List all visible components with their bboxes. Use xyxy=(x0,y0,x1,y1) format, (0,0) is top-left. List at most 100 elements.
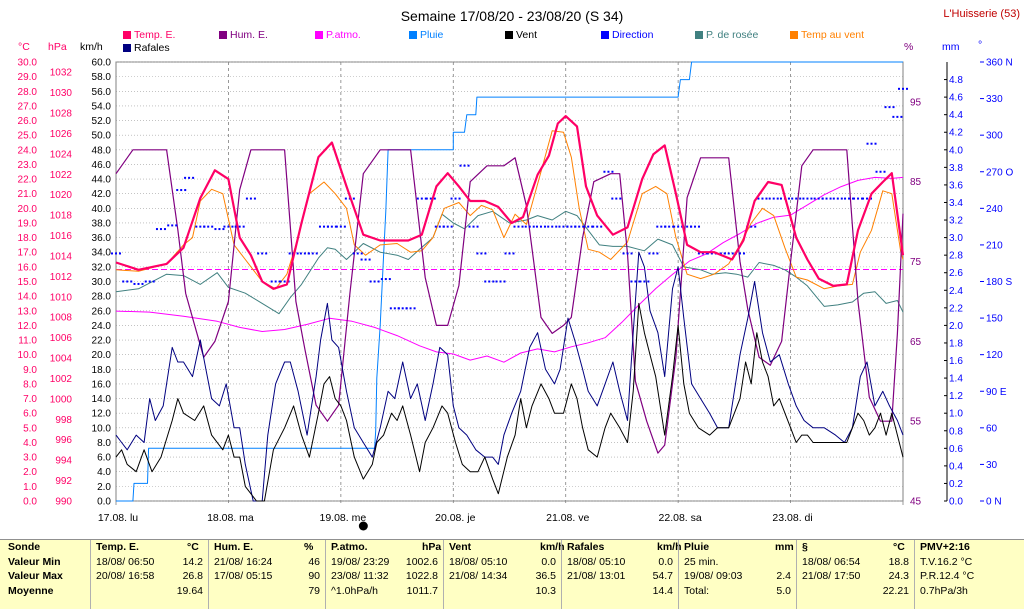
direction-point xyxy=(288,252,291,255)
temp-tick-label: 18.0 xyxy=(18,233,38,244)
direction-point xyxy=(274,280,277,283)
stats-row: 21/08/ 16:24 46 xyxy=(209,555,326,570)
stats-date: 18/08/ 05:10 xyxy=(567,555,626,568)
temp-tick-label: 7.0 xyxy=(23,394,37,405)
direction-point xyxy=(339,225,342,228)
stats-date: 25 min. xyxy=(684,555,719,568)
stats-column-header: Pluie mm xyxy=(679,540,797,555)
direction-point xyxy=(547,225,550,228)
wind-tick-label: 36.0 xyxy=(92,233,112,244)
direction-point xyxy=(231,225,234,228)
direction-point xyxy=(184,176,187,179)
direction-point xyxy=(648,252,651,255)
rain-tick-label: 4.6 xyxy=(949,93,963,104)
wind-tick-label: 0.0 xyxy=(97,497,111,508)
direction-point xyxy=(137,282,140,285)
direction-point xyxy=(211,225,214,228)
direction-point xyxy=(126,280,129,283)
station-name: L'Huisserie (53) xyxy=(943,8,1020,20)
direction-point xyxy=(141,282,144,285)
stats-row: 18/08/ 05:10 0.0 xyxy=(562,555,679,570)
direction-point xyxy=(416,197,419,200)
direction-point xyxy=(578,225,581,228)
day-axis: 17.08. lu 18.08. ma 19.08. me 20.08. je 21.0… xyxy=(98,512,813,531)
pressure-tick-label: 1028 xyxy=(50,109,73,120)
stats-row: ^1.0hPa/h 1011.7 xyxy=(326,584,444,599)
stats-value: 26.8 xyxy=(182,570,203,583)
series-temp-e xyxy=(115,115,905,290)
rain-tick-label: 2.8 xyxy=(949,251,963,262)
direction-point xyxy=(668,225,671,228)
wind-tick-label: 60.0 xyxy=(92,58,112,69)
direction-point xyxy=(360,252,363,255)
day-label: 19.08. me xyxy=(320,512,367,524)
day-label: 17.08. lu xyxy=(98,512,138,524)
direction-point xyxy=(484,252,487,255)
direction-point xyxy=(368,258,371,261)
rain-tick-label: 3.8 xyxy=(949,163,963,174)
direction-point xyxy=(639,280,642,283)
stats-date: 18/08/ 06:54 xyxy=(802,555,861,568)
direction-point xyxy=(330,225,333,228)
direction-point xyxy=(902,87,904,90)
wind-tick-label: 54.0 xyxy=(92,101,112,112)
direction-point xyxy=(848,197,851,200)
direction-point xyxy=(111,252,113,255)
wind-tick-label: 22.0 xyxy=(92,336,112,347)
stats-column: Pluie mm 25 min. 19/08/ 09:03 2.4 Total: 5.0 xyxy=(678,540,797,609)
day-label: 22.08. sa xyxy=(659,512,702,524)
temp-tick-label: 16.0 xyxy=(18,262,38,273)
direction-point xyxy=(719,252,722,255)
direction-point xyxy=(630,280,633,283)
stats-column-title: Vent xyxy=(449,541,472,553)
direction-point xyxy=(405,307,408,310)
direction-point xyxy=(508,252,511,255)
stats-pmv-value: 0.7hPa/3h xyxy=(920,584,968,597)
direction-point xyxy=(875,170,878,173)
direction-point xyxy=(656,252,659,255)
direction-point xyxy=(750,225,753,228)
direction-point xyxy=(892,106,895,109)
pressure-tick-label: 1002 xyxy=(50,374,73,385)
stats-column: P.atmo. hPa 19/08/ 23:29 1002.6 23/08/ 11:32… xyxy=(325,540,444,609)
humidity-tick-label: 45 xyxy=(910,497,922,508)
direction-point xyxy=(870,197,873,200)
direction-point xyxy=(551,225,554,228)
rain-tick-label: 4.2 xyxy=(949,128,963,139)
stats-date: 18/08/ 06:50 xyxy=(96,555,155,568)
direction-point xyxy=(765,197,768,200)
direction-point xyxy=(900,115,903,118)
direction-point xyxy=(906,87,908,90)
stats-date: 23/08/ 11:32 xyxy=(331,570,389,583)
wind-tick-label: 58.0 xyxy=(92,72,112,83)
stats-row: Sonde xyxy=(0,540,90,555)
temp-tick-label: 28.0 xyxy=(18,87,38,98)
pressure-tick-label: 1004 xyxy=(50,354,73,365)
direction-tick-label: 330 xyxy=(986,94,1003,105)
chart-axes: 0.0 1.0 2.0 3.0 4.0 5.0 6.0 7.0 8.0 9.0 10.0 11.0 12… xyxy=(18,58,1014,508)
direction-point xyxy=(265,252,268,255)
direction-point xyxy=(207,225,210,228)
direction-point xyxy=(503,280,506,283)
direction-point xyxy=(673,225,676,228)
direction-point xyxy=(844,197,847,200)
direction-tick-label: 90 E xyxy=(986,387,1007,398)
direction-point xyxy=(373,280,376,283)
direction-point xyxy=(199,225,202,228)
direction-tick-label: 180 S xyxy=(986,277,1012,288)
direction-point xyxy=(401,307,404,310)
stats-row: 25 min. xyxy=(679,555,797,570)
wind-tick-label: 26.0 xyxy=(92,306,112,317)
direction-point xyxy=(738,252,741,255)
direction-point xyxy=(144,280,147,283)
stats-row: 20/08/ 16:58 26.8 xyxy=(91,569,209,584)
legend-swatch xyxy=(219,31,227,39)
direction-point xyxy=(389,307,392,310)
stats-row: 79 xyxy=(209,584,326,599)
stats-value: 1022.8 xyxy=(405,570,438,583)
legend-swatch xyxy=(695,31,703,39)
direction-tick-label: 30 xyxy=(986,460,998,471)
direction-tick-label: 150 xyxy=(986,314,1003,325)
stats-date: Total: xyxy=(684,584,710,597)
pressure-tick-label: 1022 xyxy=(50,170,73,181)
